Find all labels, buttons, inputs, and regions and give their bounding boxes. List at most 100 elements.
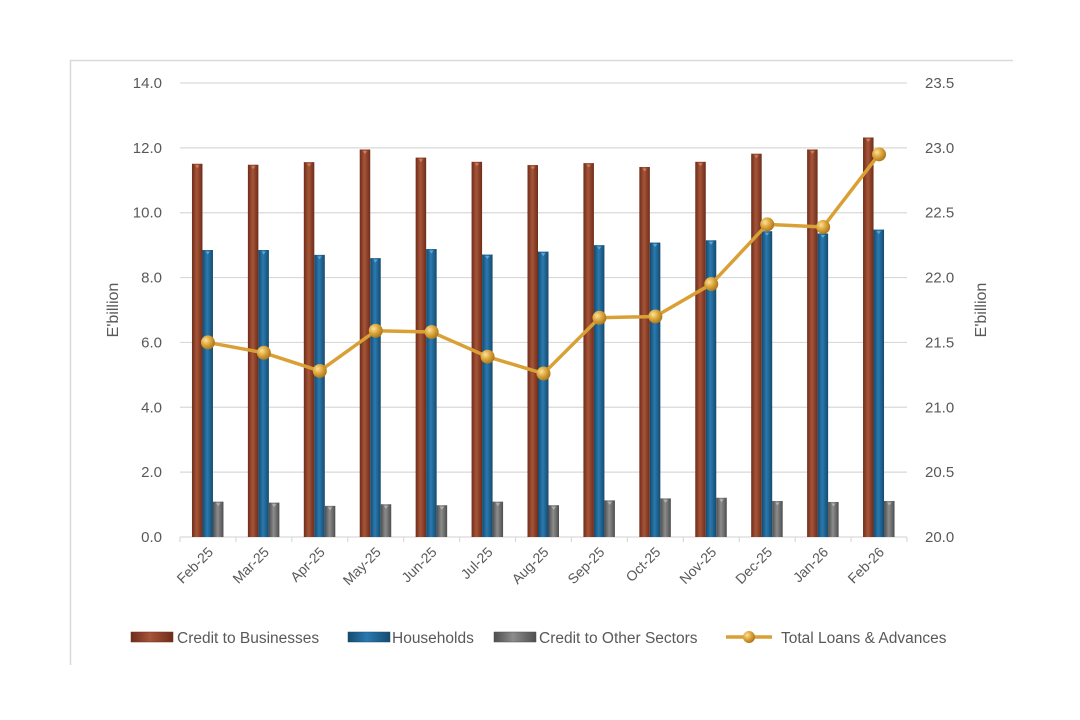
- bar-credit-to-other-sectors[interactable]: [772, 501, 783, 537]
- bar-households-cap: [541, 253, 546, 257]
- bar-credit-to-businesses-cap: [586, 164, 591, 168]
- bar-credit-to-other-sectors[interactable]: [604, 500, 615, 537]
- marker-total-loans-advances[interactable]: [256, 345, 271, 360]
- bar-credit-to-businesses-cap: [810, 150, 815, 154]
- bar-households-cap: [596, 246, 602, 250]
- left-axis-title: E'billion: [105, 283, 122, 338]
- bar-credit-to-other-sectors[interactable]: [492, 501, 504, 537]
- bar-households[interactable]: [370, 258, 381, 537]
- x-axis-tick-label: Sep-25: [564, 544, 607, 587]
- bar-credit-to-businesses-cap: [418, 159, 424, 163]
- bar-credit-to-businesses[interactable]: [807, 149, 818, 537]
- marker-total-loans-advances[interactable]: [648, 309, 663, 324]
- bar-households-cap: [708, 241, 714, 245]
- bar-credit-to-other-sectors-cap: [887, 502, 892, 506]
- bar-households[interactable]: [258, 250, 269, 537]
- marker-total-loans-advances[interactable]: [592, 310, 607, 325]
- bar-households[interactable]: [482, 254, 493, 537]
- right-axis-tick-label: 22.5: [925, 205, 954, 222]
- bar-households[interactable]: [202, 250, 213, 537]
- bar-credit-to-businesses[interactable]: [695, 161, 706, 537]
- x-axis-tick-label: Apr-25: [287, 544, 328, 585]
- bar-credit-to-businesses[interactable]: [527, 165, 539, 537]
- right-axis-tick-label: 20.5: [925, 464, 954, 481]
- bar-credit-to-other-sectors[interactable]: [436, 505, 448, 537]
- x-axis-tick-label: Jan-26: [790, 544, 832, 586]
- bar-credit-to-businesses[interactable]: [751, 153, 762, 538]
- bar-credit-to-other-sectors[interactable]: [380, 504, 392, 537]
- bar-credit-to-other-sectors[interactable]: [212, 501, 224, 537]
- bar-households-cap: [820, 234, 826, 238]
- bar-credit-to-other-sectors[interactable]: [268, 502, 280, 537]
- bar-credit-to-other-sectors-cap: [327, 507, 333, 511]
- bar-credit-to-other-sectors[interactable]: [324, 505, 336, 537]
- bar-households-cap: [373, 259, 378, 263]
- legend-swatch-credit-to-businesses: [130, 631, 174, 643]
- left-axis-tick-label: 8.0: [141, 270, 162, 287]
- bar-households[interactable]: [314, 254, 325, 537]
- marker-total-loans-advances[interactable]: [480, 349, 495, 364]
- bar-credit-to-businesses[interactable]: [303, 162, 315, 537]
- bar-credit-to-businesses[interactable]: [583, 163, 594, 537]
- legend-item-credit-to-other-sectors[interactable]: Credit to Other Sectors: [493, 630, 698, 647]
- right-axis-tick-label: 21.5: [925, 334, 954, 351]
- bar-credit-to-businesses[interactable]: [359, 149, 371, 537]
- bar-credit-to-businesses-cap: [306, 163, 312, 167]
- bar-households-cap: [876, 231, 882, 235]
- marker-total-loans-advances[interactable]: [760, 217, 775, 232]
- bar-credit-to-other-sectors-cap: [271, 504, 277, 508]
- marker-total-loans-advances[interactable]: [200, 335, 215, 350]
- bar-credit-to-businesses-cap: [698, 163, 703, 167]
- bar-households[interactable]: [761, 231, 773, 537]
- bar-households[interactable]: [538, 251, 549, 537]
- bar-credit-to-other-sectors[interactable]: [716, 497, 727, 537]
- right-axis-tick-label: 22.0: [925, 270, 954, 287]
- legend-item-total-loans-advances[interactable]: Total Loans & Advances: [726, 630, 947, 647]
- bar-credit-to-other-sectors-cap: [775, 502, 780, 506]
- marker-total-loans-advances[interactable]: [312, 363, 327, 378]
- left-axis-tick-label: 0.0: [141, 529, 162, 546]
- x-axis-tick-label: Nov-25: [676, 544, 719, 587]
- bar-credit-to-other-sectors[interactable]: [548, 505, 560, 537]
- bar-households[interactable]: [593, 245, 605, 537]
- bar-credit-to-businesses-cap: [250, 166, 256, 170]
- bar-households-cap: [764, 232, 770, 236]
- bar-credit-to-businesses-cap: [866, 138, 871, 142]
- left-axis-tick-label: 4.0: [141, 399, 162, 416]
- bars: [191, 137, 895, 538]
- legend-label-households: Households: [392, 630, 474, 647]
- bar-households[interactable]: [426, 249, 437, 537]
- right-axis-tick-label: 23.0: [925, 140, 954, 157]
- bar-households-cap: [485, 256, 490, 260]
- bar-credit-to-businesses[interactable]: [191, 163, 203, 538]
- bar-households[interactable]: [705, 240, 717, 537]
- bar-households-cap: [317, 256, 322, 260]
- marker-total-loans-advances[interactable]: [536, 366, 551, 381]
- marker-total-loans-advances[interactable]: [704, 277, 719, 292]
- bar-credit-to-businesses[interactable]: [863, 137, 874, 538]
- left-axis-ticks: 0.0 2.0 4.0 6.0 8.0 10.0 12.0 14.0: [133, 75, 162, 546]
- x-axis-tick-label: Jul-25: [457, 544, 495, 582]
- bar-households[interactable]: [817, 233, 829, 537]
- bar-credit-to-other-sectors-cap: [607, 501, 612, 505]
- bar-credit-to-businesses[interactable]: [415, 157, 427, 538]
- bar-credit-to-other-sectors[interactable]: [660, 498, 671, 537]
- marker-total-loans-advances[interactable]: [816, 219, 831, 234]
- right-axis-tick-label: 21.0: [925, 399, 954, 416]
- marker-total-loans-advances[interactable]: [424, 325, 439, 340]
- bar-credit-to-businesses[interactable]: [471, 161, 483, 537]
- left-axis-tick-label: 14.0: [133, 75, 162, 92]
- bar-credit-to-other-sectors[interactable]: [884, 501, 895, 537]
- legend-label-credit-to-businesses: Credit to Businesses: [177, 630, 319, 647]
- bar-credit-to-other-sectors-cap: [831, 503, 836, 507]
- bar-households[interactable]: [873, 229, 885, 537]
- legend-item-credit-to-businesses[interactable]: Credit to Businesses: [130, 630, 319, 647]
- bar-credit-to-other-sectors[interactable]: [828, 501, 839, 537]
- bar-households[interactable]: [649, 242, 661, 537]
- marker-total-loans-advances[interactable]: [368, 323, 383, 338]
- bar-credit-to-businesses[interactable]: [639, 166, 650, 538]
- x-axis-tick-label: Oct-25: [622, 544, 663, 585]
- legend-item-households[interactable]: Households: [347, 630, 474, 647]
- marker-total-loans-advances[interactable]: [872, 147, 887, 162]
- right-axis-tick-label: 23.5: [925, 75, 954, 92]
